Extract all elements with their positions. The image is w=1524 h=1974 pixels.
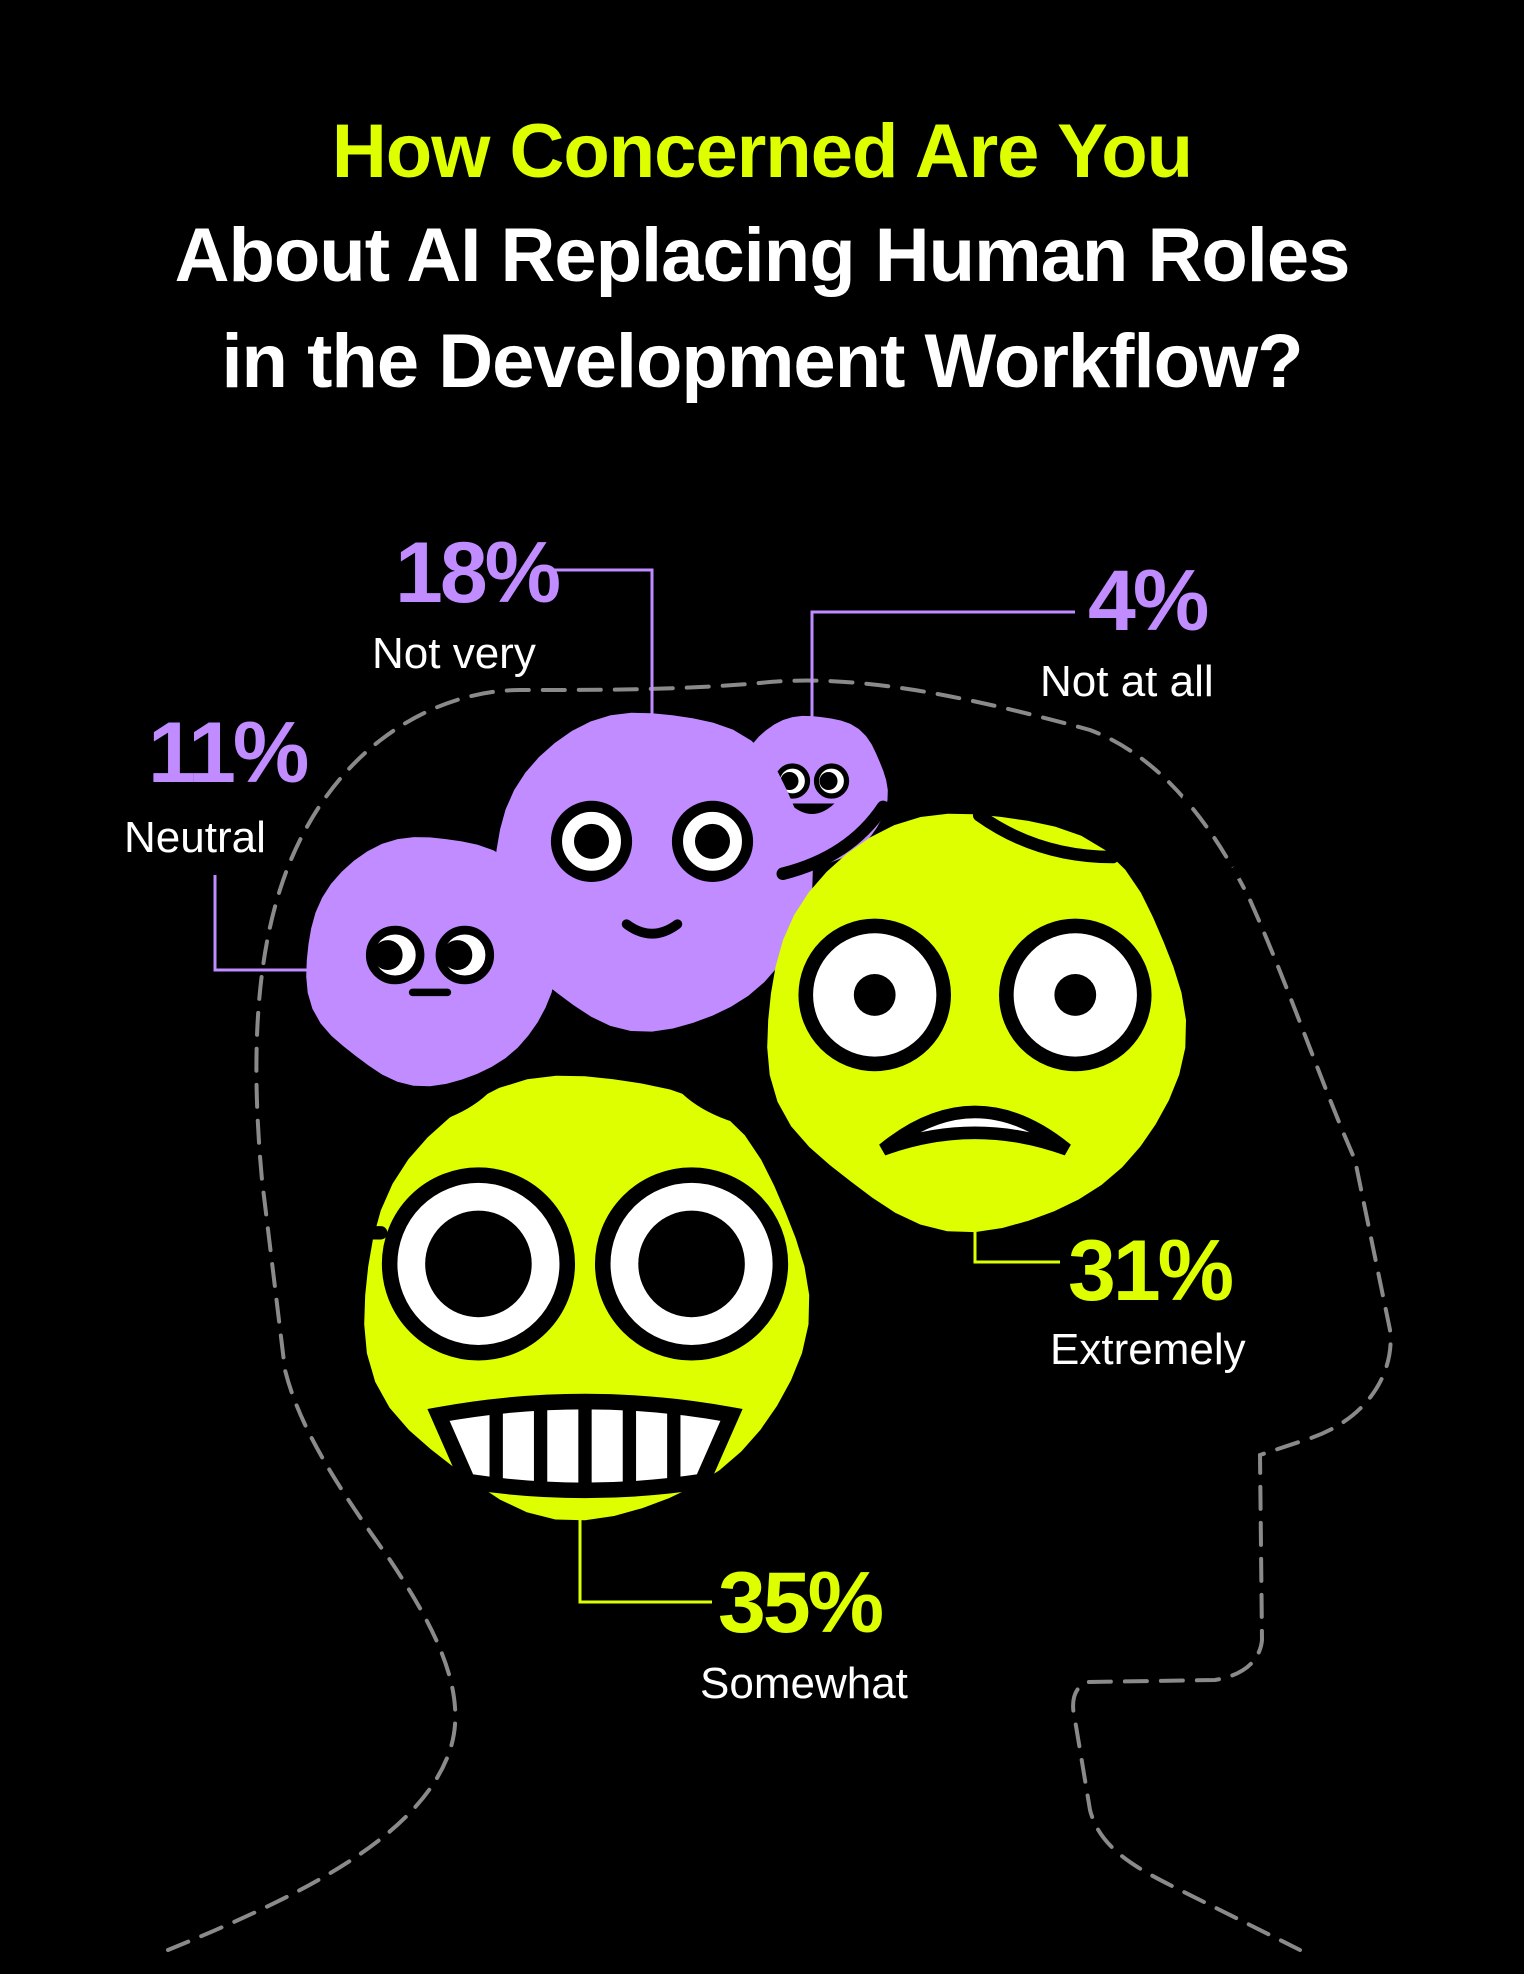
bubble-shape-extremely bbox=[767, 813, 1186, 1233]
left-eye-pupil bbox=[573, 823, 610, 859]
mouth bbox=[621, 919, 683, 939]
left-eye-pupil bbox=[372, 940, 403, 970]
category-label-somewhat: Somewhat bbox=[700, 1659, 908, 1708]
leader-line-not-very bbox=[535, 568, 654, 762]
left-eye-pupil bbox=[425, 1210, 532, 1318]
right-eye-pupil bbox=[819, 771, 838, 790]
category-label-extremely: Extremely bbox=[1050, 1325, 1246, 1374]
title-line-2: About AI Replacing Human Roles bbox=[174, 213, 1351, 298]
mouth bbox=[789, 803, 835, 815]
right-brow bbox=[972, 808, 1120, 864]
cheeks bbox=[759, 1139, 1191, 1191]
value-label-extremely: 31% bbox=[1068, 1223, 1234, 1319]
left-eye-pupil bbox=[780, 771, 799, 790]
mouth bbox=[879, 1105, 1071, 1156]
head-outline bbox=[166, 678, 1393, 1952]
right-eye-pupil bbox=[694, 823, 731, 859]
leader-line-not-at-all bbox=[810, 610, 1075, 762]
category-label-neutral: Neutral bbox=[124, 813, 266, 862]
left-brow bbox=[776, 800, 890, 881]
right-eye-pupil bbox=[1054, 974, 1097, 1016]
left-eye-pupil bbox=[853, 974, 896, 1016]
leader-line-somewhat bbox=[578, 1515, 712, 1604]
bubble-extremely bbox=[759, 783, 1253, 1233]
right-eye-pupil bbox=[638, 1210, 745, 1318]
value-label-not-very: 18% bbox=[395, 525, 561, 621]
category-label-not-at-all: Not at all bbox=[1040, 657, 1214, 706]
category-label-not-very: Not very bbox=[372, 629, 536, 678]
right-eye-pupil bbox=[442, 940, 473, 970]
value-label-not-at-all: 4% bbox=[1088, 553, 1209, 649]
bubble-somewhat bbox=[338, 1066, 810, 1521]
bubble-not-very bbox=[493, 712, 813, 1032]
bubble-neutral bbox=[306, 837, 556, 1087]
title-line-1: How Concerned Are You bbox=[331, 109, 1193, 194]
left-brow bbox=[405, 1066, 503, 1129]
right-brow bbox=[667, 1066, 765, 1129]
value-label-somewhat: 35% bbox=[718, 1555, 884, 1651]
bubble-shape-neutral bbox=[306, 837, 556, 1087]
title-line-3: in the Development Workflow? bbox=[221, 319, 1303, 404]
value-label-neutral: 11% bbox=[148, 705, 309, 801]
bubble-shape-not-very bbox=[493, 712, 813, 1032]
shock-lines bbox=[1160, 783, 1253, 960]
